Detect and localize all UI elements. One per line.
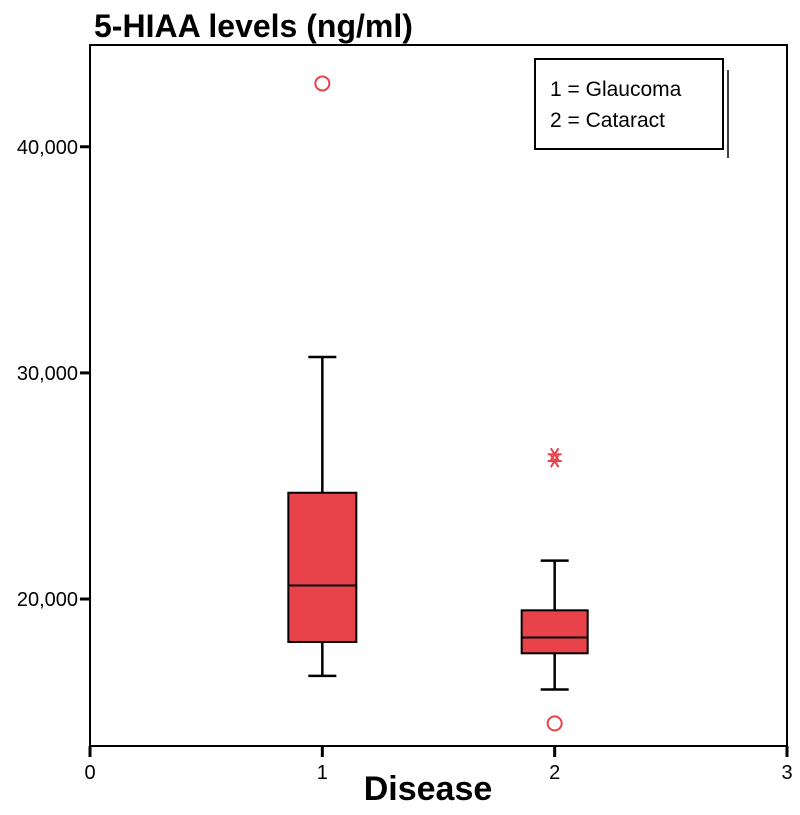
x-tick-label: 3 (781, 762, 792, 784)
extreme-point (547, 454, 562, 468)
y-tick-label: 40,000 (17, 137, 78, 159)
box-glaucoma (287, 75, 358, 678)
box-cataract (520, 447, 589, 732)
x-tick-label: 2 (549, 762, 560, 784)
extreme-point (547, 447, 562, 461)
boxes (287, 75, 589, 732)
x-tick-label: 0 (84, 762, 95, 784)
y-tick-label: 20,000 (17, 589, 78, 611)
x-tick-label: 1 (317, 762, 328, 784)
legend-box (534, 58, 724, 150)
y-tick-label: 30,000 (17, 363, 78, 385)
chart-title: 5-HIAA levels (ng/ml) (94, 8, 413, 44)
outlier-point (314, 75, 331, 92)
x-axis-label: Disease (364, 770, 493, 808)
iqr-box (287, 491, 358, 643)
y-axis: 20,000 30,000 40,000 (17, 137, 90, 611)
outlier-point (546, 715, 563, 732)
x-axis: 0 1 2 3 (84, 746, 793, 784)
plot-area (89, 44, 788, 747)
asterisk-stroke (549, 447, 560, 461)
legend: 1 = Glaucoma 2 = Cataract (534, 58, 729, 158)
legend-entry: 1 = Glaucoma (550, 78, 682, 101)
iqr-box (520, 609, 589, 655)
legend-entry: 2 = Cataract (550, 109, 665, 132)
